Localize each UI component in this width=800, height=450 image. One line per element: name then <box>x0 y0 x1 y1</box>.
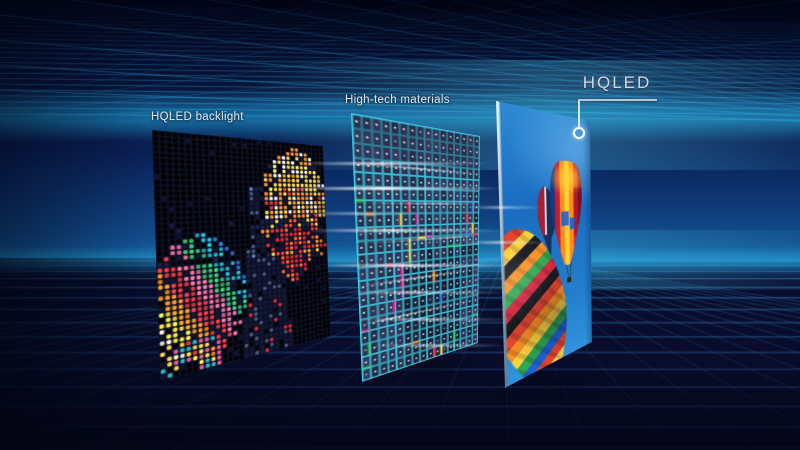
materials-panel <box>351 113 481 383</box>
callout-marker-ring <box>573 127 585 139</box>
callout-connector-line <box>578 101 580 127</box>
materials-label: High-tech materials <box>345 94 450 106</box>
display-panel <box>496 101 593 389</box>
backlight-label: HQLED backlight <box>151 111 244 123</box>
callout-underline <box>578 99 657 101</box>
materials-grid-canvas <box>351 113 481 383</box>
hqled-title: HQLED <box>582 73 652 92</box>
display-photo-canvas <box>496 101 593 389</box>
